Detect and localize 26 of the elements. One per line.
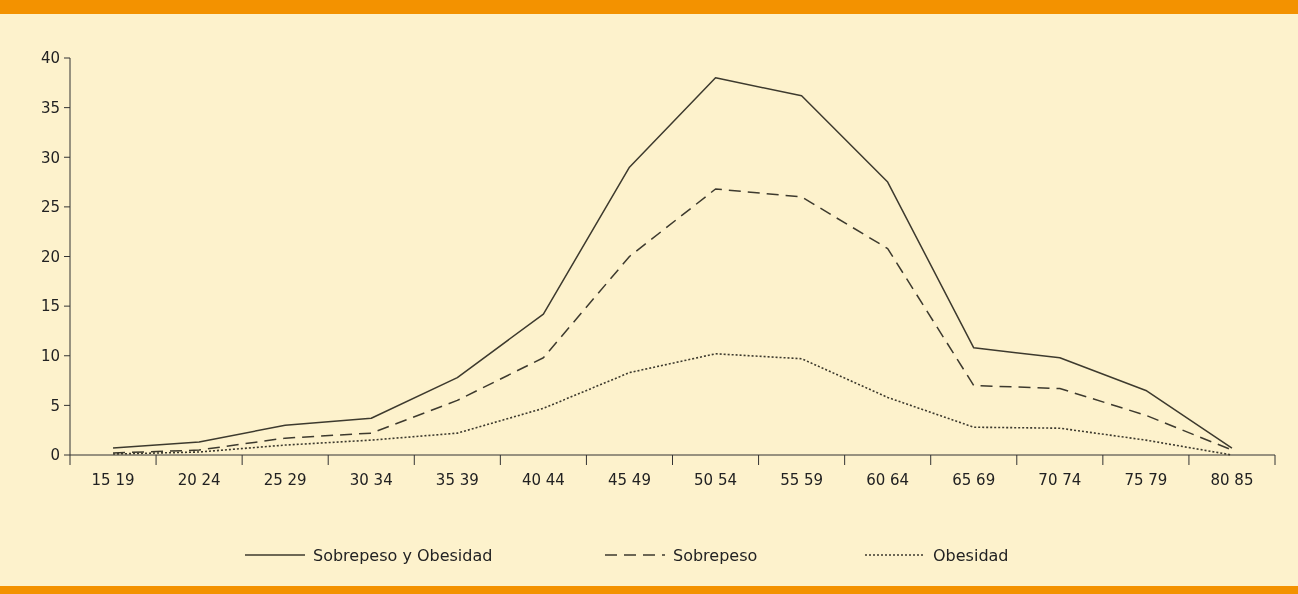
y-tick-label: 10 xyxy=(40,347,60,365)
y-tick-label: 40 xyxy=(40,49,60,68)
legend-label: Obesidad xyxy=(933,545,1009,565)
x-tick-label: 45 49 xyxy=(607,471,651,489)
x-tick-label: 80 85 xyxy=(1210,471,1254,489)
legend-label: Sobrepeso xyxy=(673,545,758,565)
x-tick-label: 70 74 xyxy=(1038,471,1082,489)
x-tick-label: 75 79 xyxy=(1124,471,1168,489)
x-tick-label: 55 59 xyxy=(780,471,824,489)
y-tick-label: 15 xyxy=(40,297,60,316)
x-tick-label: 30 34 xyxy=(349,471,393,489)
y-tick-label: 5 xyxy=(50,396,60,415)
x-tick-label: 15 19 xyxy=(91,471,135,489)
y-tick-label: 25 xyxy=(40,198,60,217)
x-tick-label: 20 24 xyxy=(177,471,221,489)
x-tick-label: 40 44 xyxy=(521,471,565,489)
y-tick-label: 30 xyxy=(40,148,60,167)
x-tick-label: 35 39 xyxy=(435,471,479,489)
x-tick-label: 60 64 xyxy=(866,471,910,489)
x-tick-label: 50 54 xyxy=(694,471,738,489)
x-tick-label: 65 69 xyxy=(952,471,996,489)
x-tick-label: 25 29 xyxy=(263,471,307,489)
y-tick-label: 0 xyxy=(50,446,60,465)
legend-label: Sobrepeso y Obesidad xyxy=(313,545,493,565)
y-tick-label: 35 xyxy=(40,98,60,117)
y-tick-label: 20 xyxy=(40,247,60,266)
